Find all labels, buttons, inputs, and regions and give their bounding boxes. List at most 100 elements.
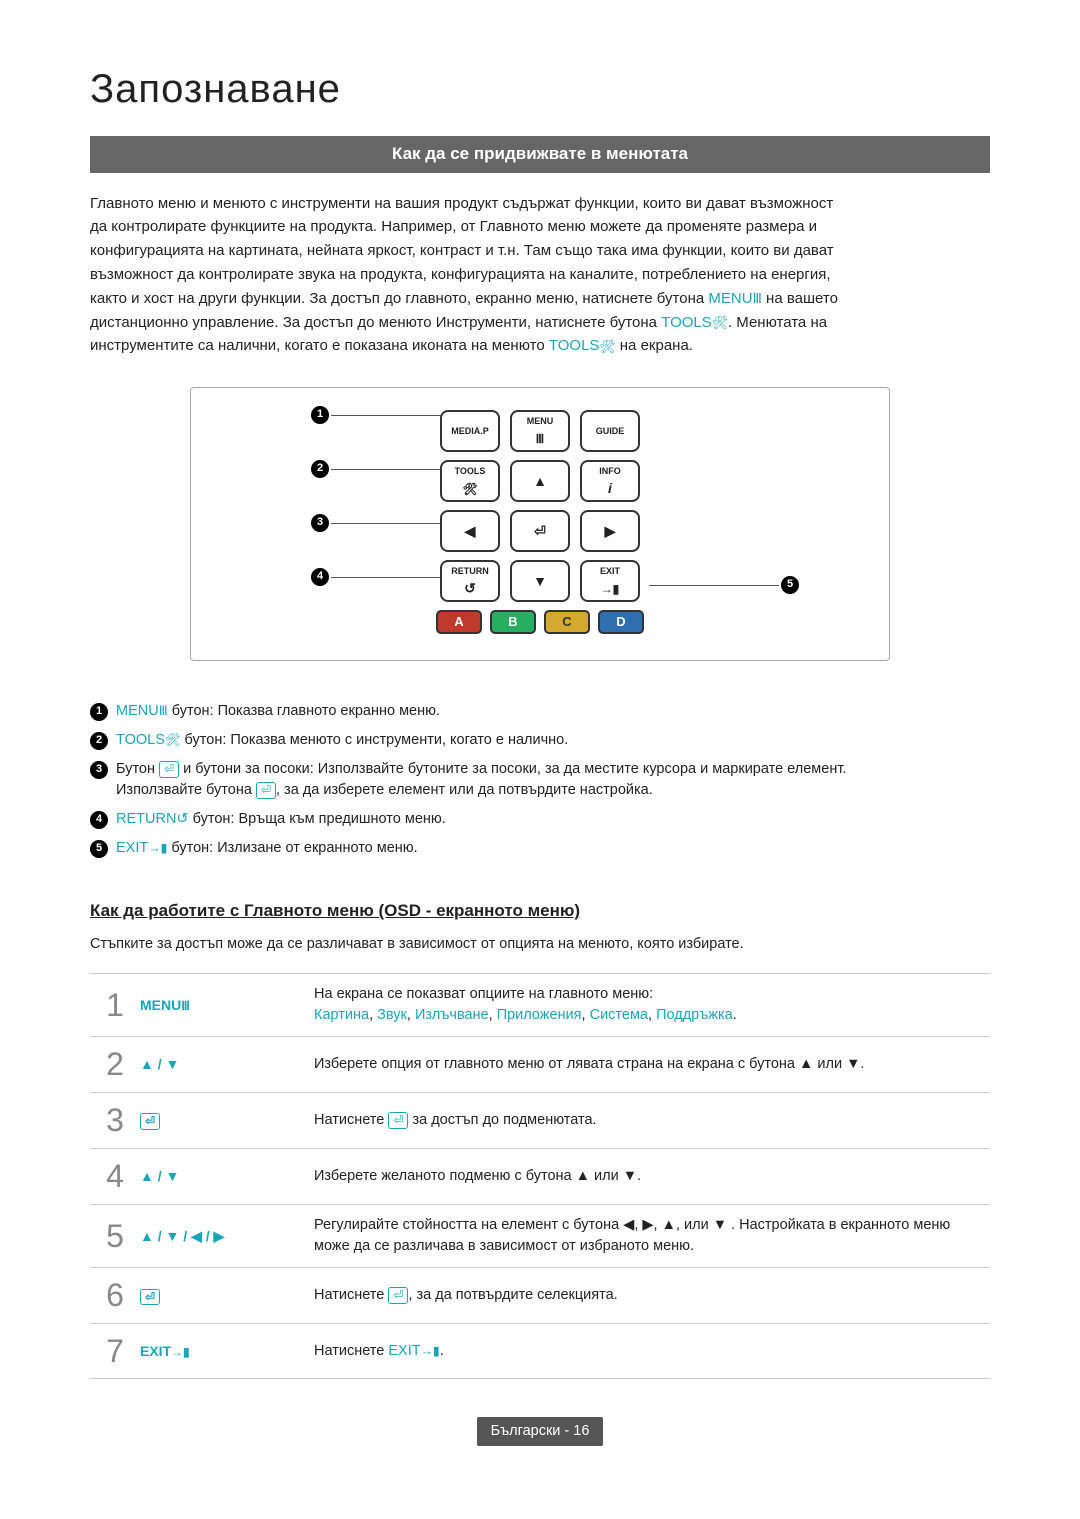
- step-row: 7 EXIT Натиснете EXIT.: [90, 1323, 990, 1379]
- up-icon: [140, 1056, 154, 1072]
- legend-num: 1: [90, 703, 108, 721]
- step-action: / / /: [140, 1226, 310, 1246]
- exit-icon: [421, 1343, 440, 1359]
- legend-num: 5: [90, 840, 108, 858]
- tools-icon: [165, 732, 181, 748]
- step-num: 5: [90, 1213, 140, 1259]
- text: на вашето: [762, 290, 838, 307]
- down-icon: [166, 1168, 180, 1184]
- remote-button-A: A: [436, 610, 482, 634]
- steps-table: 1 MENU На екрана се показват опциите на …: [90, 973, 990, 1379]
- enter-icon: ⏎: [534, 521, 546, 541]
- step-row: 5 / / / Регулирайте стойността на елемен…: [90, 1204, 990, 1267]
- text: инструментите са налични, когато е показ…: [90, 337, 549, 354]
- remote-button-exit: EXIT: [580, 560, 640, 602]
- legend: 1 MENU бутон: Показва главното екранно м…: [90, 701, 990, 859]
- text: на екрана.: [616, 337, 693, 354]
- right-icon: [214, 1228, 225, 1244]
- page-title: Запознаване: [90, 60, 990, 118]
- intro-line: възможност да контролирате звука на прод…: [90, 264, 990, 286]
- remote-button-left: [440, 510, 500, 552]
- exit-icon: [601, 578, 619, 598]
- step-num: 7: [90, 1328, 140, 1374]
- remote-button-C: C: [544, 610, 590, 634]
- menu-option: Излъчване: [415, 1007, 489, 1023]
- remote-button-B: B: [490, 610, 536, 634]
- tools-icon: [599, 336, 615, 358]
- step-action: EXIT: [140, 1341, 310, 1361]
- remote-button-info: INFOi: [580, 460, 640, 502]
- up-icon: [140, 1168, 154, 1184]
- remote-row: RETURN EXIT: [227, 560, 853, 602]
- intro-line: конфигурацията на картината, нейната ярк…: [90, 240, 990, 262]
- menu-ref: MENU: [708, 290, 761, 307]
- legend-num: 4: [90, 811, 108, 829]
- tools-ref: TOOLS: [549, 337, 616, 354]
- menu-option: Система: [590, 1007, 648, 1023]
- remote-button-tools: TOOLS: [440, 460, 500, 502]
- text: както и хост на други функции. За достъп…: [90, 290, 708, 307]
- step-num: 4: [90, 1153, 140, 1199]
- step-desc: Регулирайте стойността на елемент с буто…: [310, 1205, 990, 1267]
- tools-icon: [712, 312, 728, 334]
- intro-line: както и хост на други функции. За достъп…: [90, 288, 990, 310]
- left-icon: [191, 1228, 202, 1244]
- text: . Менютата на: [728, 314, 827, 331]
- legend-item: 3 Бутон ⏎ и бутони за посоки: Използвайт…: [90, 759, 990, 801]
- left-icon: [465, 521, 476, 541]
- remote-row: TOOLS INFOi: [227, 460, 853, 502]
- remote-button-guide: GUIDE: [580, 410, 640, 452]
- step-num: 3: [90, 1097, 140, 1143]
- up-icon: [533, 471, 547, 491]
- intro-line: да контролирате функциите на продукта. Н…: [90, 216, 990, 238]
- legend-text: MENU бутон: Показва главното екранно мен…: [116, 701, 990, 722]
- menu-icon: [536, 428, 545, 448]
- step-desc: Изберете желаното подменю с бутона ▲ или…: [310, 1156, 990, 1197]
- step-desc: Изберете опция от главното меню от ляват…: [310, 1044, 990, 1085]
- down-icon: [166, 1056, 180, 1072]
- intro-paragraph: Главното меню и менюто с инструменти на …: [90, 193, 990, 358]
- menu-option: Приложения: [497, 1007, 582, 1023]
- remote-box: 1 2 3 4 5 MEDIA.P MENU GUIDE TOOLS INFOi…: [190, 387, 890, 661]
- step-num: 1: [90, 982, 140, 1028]
- step-desc: Натиснете EXIT.: [310, 1331, 990, 1372]
- legend-item: 5 EXIT бутон: Излизане от екранното меню…: [90, 838, 990, 859]
- menu-option: Картина: [314, 1007, 369, 1023]
- tools-icon: [462, 478, 477, 498]
- remote-color-row: A B C D: [227, 610, 853, 634]
- intro-line: инструментите са налични, когато е показ…: [90, 335, 990, 357]
- remote-button-D: D: [598, 610, 644, 634]
- exit-icon: [171, 1343, 189, 1359]
- return-icon: [464, 578, 476, 598]
- enter-icon: ⏎: [140, 1113, 160, 1129]
- step-desc: Натиснете ⏎ за достъп до подменютата.: [310, 1100, 990, 1141]
- remote-diagram: 1 2 3 4 5 MEDIA.P MENU GUIDE TOOLS INFOi…: [90, 387, 990, 661]
- remote-row: MEDIA.P MENU GUIDE: [227, 410, 853, 452]
- legend-text: EXIT бутон: Излизане от екранното меню.: [116, 838, 990, 859]
- remote-button-enter: ⏎: [510, 510, 570, 552]
- remote-button-return: RETURN: [440, 560, 500, 602]
- menu-icon: [159, 703, 168, 719]
- legend-text: RETURN бутон: Връща към предишното меню.: [116, 809, 990, 830]
- legend-item: 2 TOOLS бутон: Показва менюто с инструме…: [90, 730, 990, 751]
- intro-line: дистанционно управление. За достъп до ме…: [90, 312, 990, 334]
- menu-icon: [753, 288, 762, 310]
- down-icon: [533, 571, 547, 591]
- step-row: 1 MENU На екрана се показват опциите на …: [90, 973, 990, 1036]
- step-num: 6: [90, 1272, 140, 1318]
- step-row: 2 / Изберете опция от главното меню от л…: [90, 1036, 990, 1092]
- remote-button-down: [510, 560, 570, 602]
- legend-item: 4 RETURN бутон: Връща към предишното мен…: [90, 809, 990, 830]
- step-action: ⏎: [140, 1286, 310, 1306]
- intro-line: Главното меню и менюто с инструменти на …: [90, 193, 990, 215]
- text: дистанционно управление. За достъп до ме…: [90, 314, 661, 331]
- step-action: MENU: [140, 995, 310, 1015]
- step-action: /: [140, 1166, 310, 1186]
- step-action: ⏎: [140, 1110, 310, 1130]
- enter-icon: ⏎: [256, 782, 276, 798]
- step-row: 3 ⏎ Натиснете ⏎ за достъп до подменютата…: [90, 1092, 990, 1148]
- exit-icon: [148, 840, 167, 856]
- menu-option: Поддръжка: [656, 1007, 733, 1023]
- legend-num: 3: [90, 761, 108, 779]
- tools-ref: TOOLS: [661, 314, 728, 331]
